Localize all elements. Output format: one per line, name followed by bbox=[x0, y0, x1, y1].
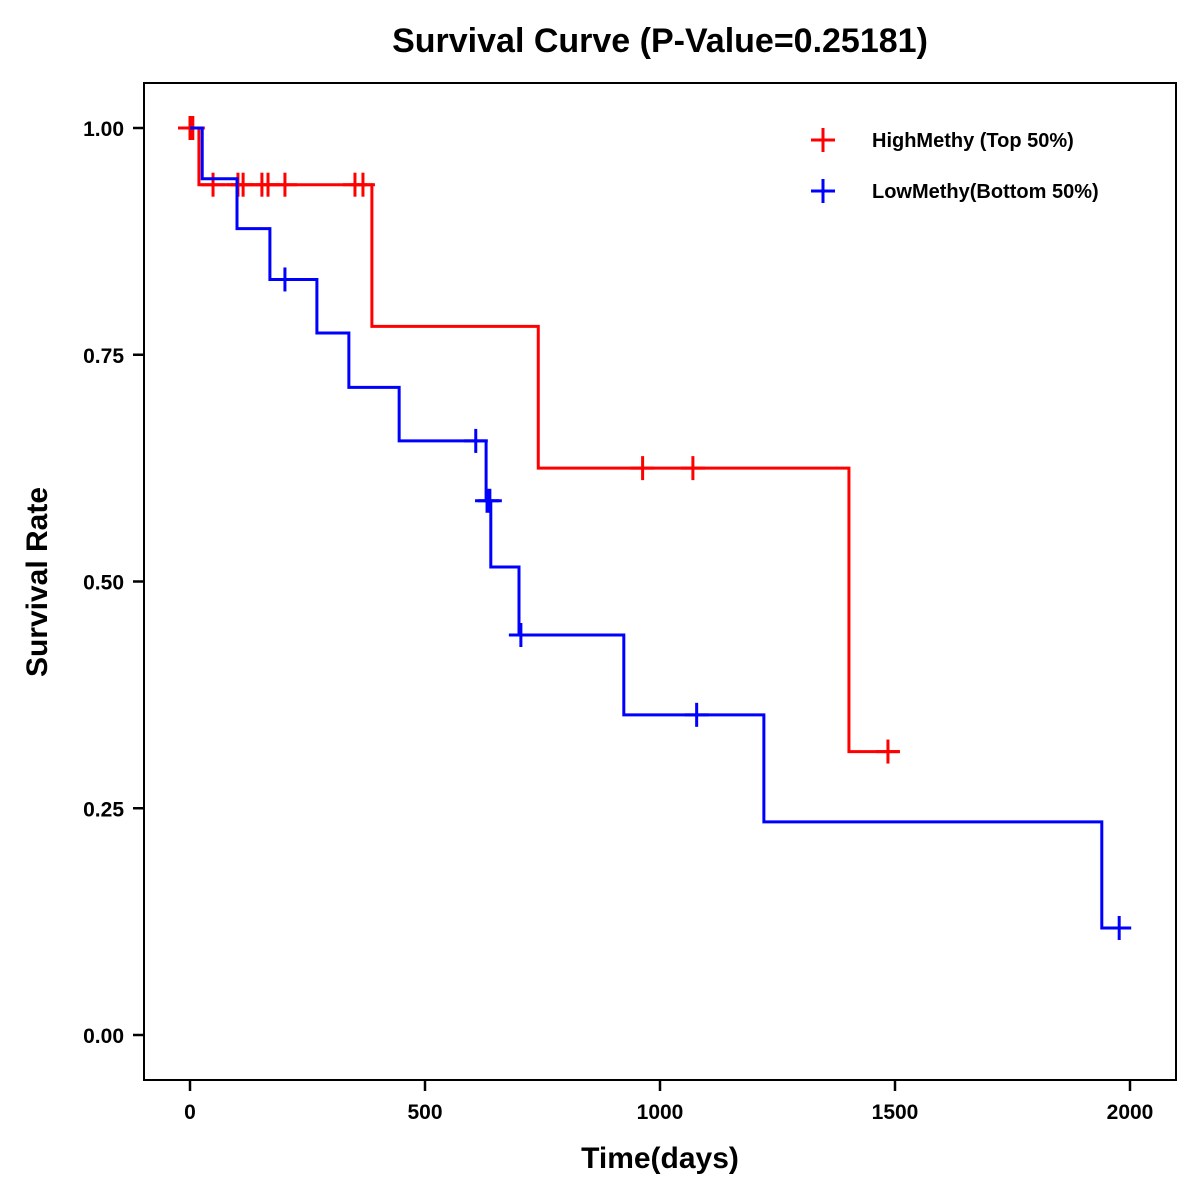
legend-item: LowMethy(Bottom 50%) bbox=[811, 179, 1099, 203]
plot-area bbox=[178, 116, 1132, 940]
legend: HighMethy (Top 50%) LowMethy(Bottom 50%) bbox=[811, 128, 1099, 203]
x-tick-label: 0 bbox=[184, 1101, 196, 1124]
y-axis: 0.00 0.25 0.50 0.75 1.00 bbox=[83, 118, 143, 1048]
x-tick-label: 1500 bbox=[872, 1101, 919, 1124]
series-high-methy bbox=[178, 116, 900, 764]
y-axis-label: Survival Rate bbox=[21, 487, 54, 677]
y-tick-label: 1.00 bbox=[83, 118, 124, 141]
y-tick-label: 0.00 bbox=[83, 1025, 124, 1048]
x-tick-label: 500 bbox=[407, 1101, 442, 1124]
series-low-methy bbox=[190, 126, 1132, 940]
plot-frame bbox=[143, 82, 1177, 1081]
chart-title: Survival Curve (P-Value=0.25181) bbox=[392, 22, 928, 60]
survival-step-line bbox=[190, 126, 1128, 930]
x-axis: 0 500 1000 1500 2000 bbox=[184, 1081, 1153, 1124]
y-tick-label: 0.75 bbox=[83, 345, 124, 368]
x-axis-label: Time(days) bbox=[581, 1142, 739, 1175]
x-tick-label: 2000 bbox=[1107, 1101, 1154, 1124]
y-tick-label: 0.25 bbox=[83, 798, 124, 821]
survival-step-line bbox=[190, 126, 900, 754]
legend-label: LowMethy(Bottom 50%) bbox=[872, 181, 1099, 203]
legend-label: HighMethy (Top 50%) bbox=[872, 130, 1074, 152]
x-tick-label: 1000 bbox=[637, 1101, 684, 1124]
legend-item: HighMethy (Top 50%) bbox=[811, 128, 1074, 152]
y-tick-label: 0.50 bbox=[83, 572, 124, 595]
